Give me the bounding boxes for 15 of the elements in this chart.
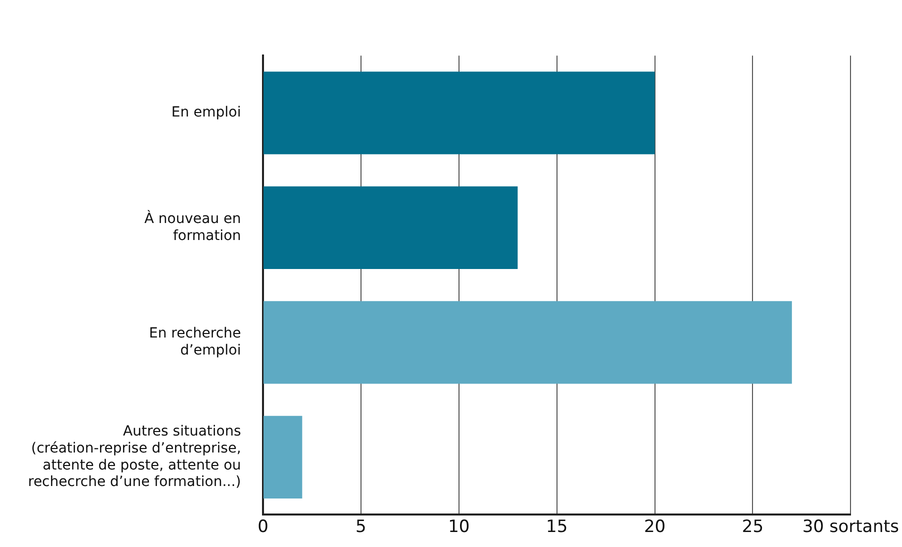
x-tick-label: 0 bbox=[258, 517, 268, 538]
x-tick-label: 30 sortants bbox=[802, 517, 900, 538]
x-tick-label: 5 bbox=[356, 517, 366, 538]
y-tick-label: En recherche d’emploi bbox=[148, 326, 242, 359]
x-tick-label: 25 bbox=[742, 517, 764, 538]
bar bbox=[264, 72, 655, 154]
bar bbox=[264, 416, 302, 499]
y-tick-label: À nouveau en formation bbox=[144, 210, 242, 244]
y-tick-label: En emploi bbox=[171, 104, 242, 121]
x-tick-label: 10 bbox=[448, 517, 470, 538]
bar bbox=[264, 301, 792, 384]
bar bbox=[264, 186, 518, 270]
x-tick-label: 20 bbox=[644, 517, 666, 538]
x-tick-label: 15 bbox=[546, 517, 568, 538]
y-tick-label: Autres situations (création-reprise d’entreprise, attente de poste, attente ou rechecrche d’une formation...) bbox=[28, 424, 242, 490]
